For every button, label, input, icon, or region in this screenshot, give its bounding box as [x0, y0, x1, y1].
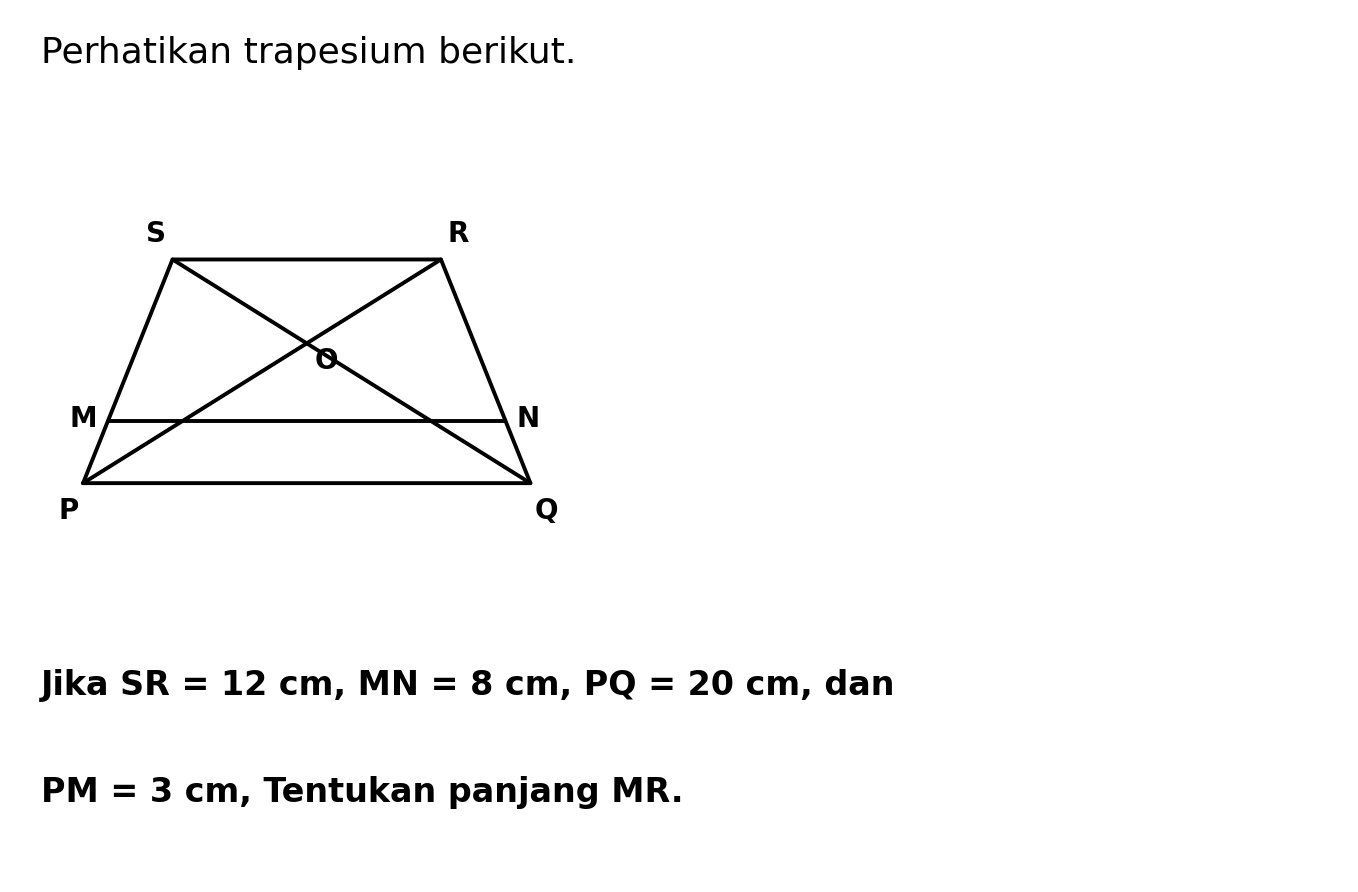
- Text: N: N: [516, 405, 540, 433]
- Text: R: R: [448, 220, 469, 248]
- Text: O: O: [315, 347, 338, 375]
- Text: S: S: [145, 220, 166, 248]
- Text: PM = 3 cm, Tentukan panjang MR.: PM = 3 cm, Tentukan panjang MR.: [41, 776, 683, 809]
- Text: Q: Q: [535, 497, 558, 524]
- Text: M: M: [69, 405, 96, 433]
- Text: Jika SR = 12 cm, MN = 8 cm, PQ = 20 cm, dan: Jika SR = 12 cm, MN = 8 cm, PQ = 20 cm, …: [41, 669, 895, 702]
- Text: Perhatikan trapesium berikut.: Perhatikan trapesium berikut.: [41, 36, 576, 70]
- Text: P: P: [58, 497, 79, 524]
